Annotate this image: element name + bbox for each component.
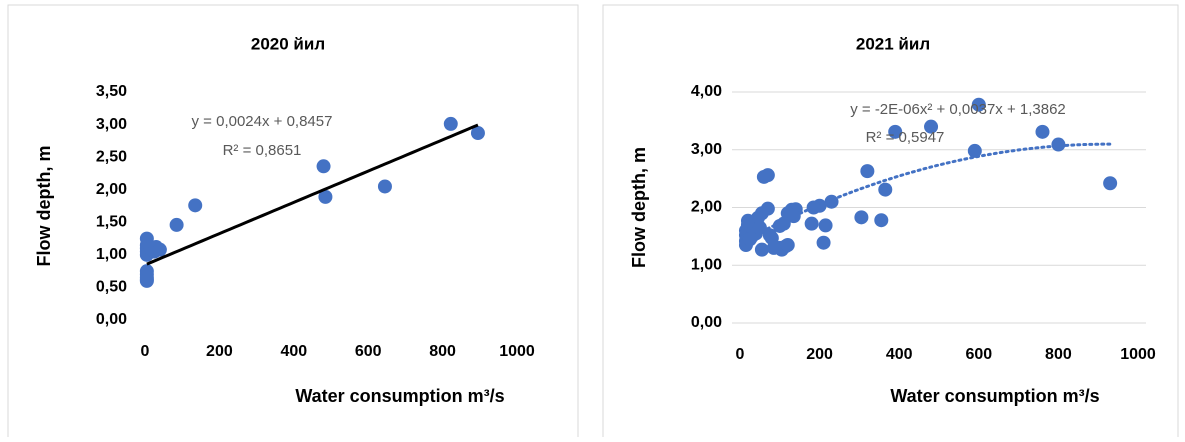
chart-title: 2021 йил [856,34,930,53]
trendline [744,142,1112,242]
x-axis-title: Water consumption m³/s [890,386,1099,406]
data-point [316,159,331,174]
y-tick-label: 1,50 [96,214,127,231]
data-point [967,143,982,158]
data-point [772,218,787,233]
data-point [152,242,167,257]
data-point [760,168,775,183]
data-point [139,272,154,287]
data-point [169,217,184,232]
data-point [818,218,833,233]
data-point [874,213,889,228]
y-tick-label: 0,00 [96,311,127,328]
trendline [146,123,479,266]
x-tick-label: 400 [886,346,913,363]
data-point [1051,137,1066,152]
data-point [443,116,458,131]
y-tick-label: 2,00 [96,181,127,198]
trendline-equation: y = 0,0024x + 0,8457 [192,113,333,130]
data-point [188,198,203,213]
x-tick-label: 800 [429,343,456,360]
trendline-equation: y = -2E-06x² + 0,0037x + 1,3862 [850,101,1066,118]
panel-frame [602,4,1179,442]
x-tick-label: 0 [141,343,150,360]
x-tick-label: 1000 [1120,346,1156,363]
data-point [878,182,893,197]
data-point [470,126,485,141]
data-point [752,220,767,235]
panel-frame [7,4,579,442]
trendline-r-squared: R² = 0,8651 [223,142,302,159]
data-point [764,231,779,246]
y-tick-label: 3,00 [96,116,127,133]
y-tick-label: 1,00 [691,256,722,273]
y-tick-label: 0,00 [691,314,722,331]
x-tick-label: 0 [736,346,745,363]
x-axis-title: Water consumption m³/s [295,386,504,406]
y-tick-label: 3,00 [691,141,722,158]
x-tick-label: 200 [206,343,233,360]
data-point [888,124,903,139]
x-tick-label: 200 [806,346,833,363]
y-axis-title: Flow depth, m [629,147,649,268]
trendline-r-squared: R² = 0,5947 [866,129,945,146]
y-tick-label: 1,00 [96,246,127,263]
data-point [804,216,819,231]
data-point [860,164,875,179]
data-point [816,235,831,250]
x-tick-label: 400 [280,343,307,360]
x-tick-label: 800 [1045,346,1072,363]
data-point [971,97,986,112]
y-axis-title: Flow depth, m [34,146,54,267]
y-tick-label: 2,50 [96,148,127,165]
y-tick-label: 4,00 [691,83,722,100]
x-tick-label: 600 [965,346,992,363]
data-point [318,189,333,204]
data-point [1103,176,1118,191]
chart-title: 2020 йил [251,34,325,53]
data-point [780,238,795,253]
x-tick-label: 1000 [499,343,535,360]
x-tick-label: 600 [355,343,382,360]
data-point [1035,124,1050,139]
y-tick-label: 3,50 [96,83,127,100]
y-tick-label: 2,00 [691,199,722,216]
data-point [854,210,869,225]
data-point [924,119,939,134]
data-point [754,242,769,257]
data-point [377,179,392,194]
y-tick-label: 0,50 [96,279,127,296]
